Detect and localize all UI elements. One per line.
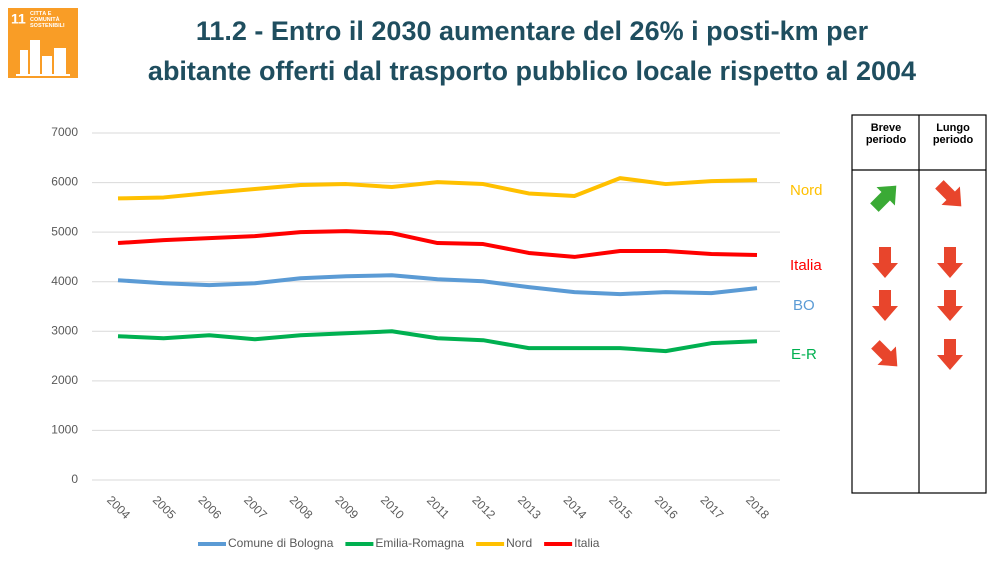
legend-label: Nord (506, 536, 532, 550)
x-tick-label: 2015 (606, 493, 635, 522)
x-tick-label: 2005 (150, 493, 179, 522)
x-tick-label: 2013 (515, 493, 544, 522)
y-tick-label: 0 (71, 472, 78, 486)
series-line (117, 176, 758, 201)
y-tick-label: 6000 (51, 175, 78, 189)
x-tick-label: 2010 (378, 493, 407, 522)
trend-arrow (937, 247, 963, 278)
x-tick-label: 2011 (424, 493, 452, 521)
x-tick-label: 2006 (195, 493, 224, 522)
end-label: Nord (790, 182, 823, 199)
trend-arrow (872, 290, 898, 321)
legend-label: Emilia-Romagna (375, 536, 464, 550)
logo: 11 CITTÀ E COMUNITÀ SOSTENIBILI (8, 8, 78, 78)
end-label: Italia (790, 257, 822, 274)
trend-arrow (930, 175, 971, 216)
series-line (117, 229, 758, 259)
legend-label: Comune di Bologna (228, 536, 334, 550)
x-tick-label: 2004 (104, 493, 133, 522)
logo-caption-box: CITTÀ E COMUNITÀ SOSTENIBILI (30, 11, 65, 29)
x-tick-label: 2018 (743, 493, 772, 522)
x-tick-label: 2012 (469, 493, 498, 522)
legend-label: Italia (574, 536, 600, 550)
y-tick-label: 5000 (51, 224, 78, 238)
trend-arrow (937, 339, 963, 370)
end-label: E-R (791, 346, 817, 363)
table-header: Lungo periodo (932, 122, 974, 146)
title-line: abitante offerti dal trasporto pubblico … (148, 56, 916, 86)
x-tick-label: 2014 (561, 493, 590, 522)
y-tick-label: 7000 (51, 125, 78, 139)
y-tick-label: 3000 (51, 323, 78, 337)
header-cell: Breve periodo (865, 122, 907, 146)
end-label: BO (793, 297, 815, 314)
y-tick-label: 1000 (51, 423, 78, 437)
x-tick-label: 2016 (652, 493, 681, 522)
y-tick-label: 4000 (51, 274, 78, 288)
logo-number: 11 (11, 11, 26, 27)
x-tick-label: 2008 (287, 493, 316, 522)
series-line (117, 329, 758, 354)
x-tick-label: 2017 (698, 493, 727, 522)
y-tick-label: 2000 (51, 373, 78, 387)
header-cell: Lungo periodo (932, 122, 974, 146)
trend-arrow (937, 290, 963, 321)
trend-arrow (866, 335, 907, 376)
logo-caption: CITTÀ E COMUNITÀ SOSTENIBILI (30, 11, 65, 29)
trend-arrow (865, 176, 906, 217)
x-tick-label: 2009 (332, 493, 361, 522)
trend-table: Breve periodo Lungo periodo (851, 114, 987, 494)
x-tick-label: 2007 (241, 493, 270, 522)
series-line (117, 273, 758, 297)
title-line: 11.2 - Entro il 2030 aumentare del 26% i… (196, 16, 869, 46)
logo-icon (16, 40, 70, 76)
table-header: Breve periodo (865, 122, 907, 146)
trend-arrow (872, 247, 898, 278)
